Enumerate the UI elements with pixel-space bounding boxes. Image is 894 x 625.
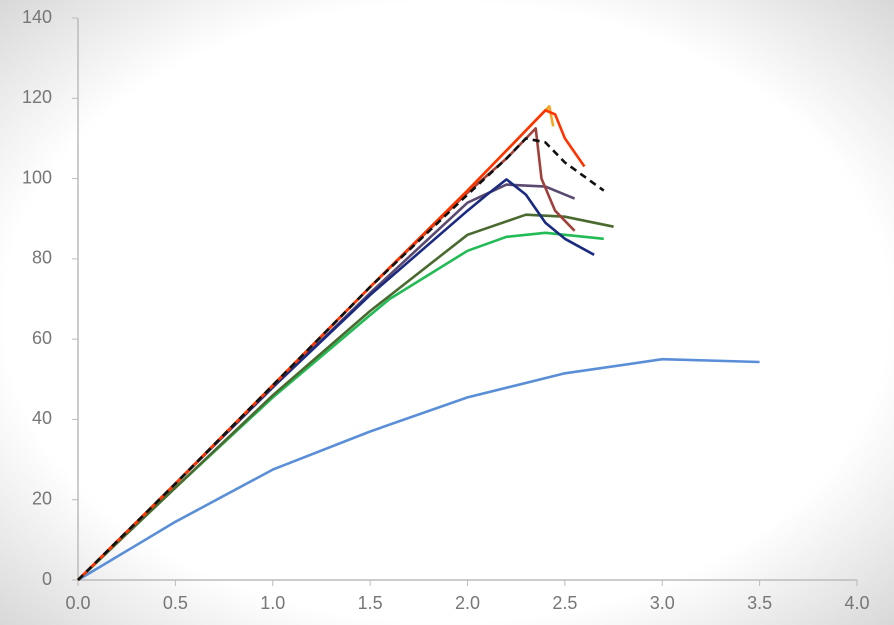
y-tick-label: 120 xyxy=(22,87,52,107)
series-line xyxy=(77,137,605,581)
x-tick-label: 1.5 xyxy=(358,593,383,613)
series-line xyxy=(77,213,614,581)
x-tick-label: 3.0 xyxy=(650,593,675,613)
x-tick-label: 4.0 xyxy=(844,593,869,613)
y-tick-label: 100 xyxy=(22,167,52,187)
y-tick-label: 0 xyxy=(42,569,52,589)
y-tick-label: 140 xyxy=(22,7,52,27)
y-tick-label: 80 xyxy=(32,248,52,268)
x-tick-label: 0.5 xyxy=(163,593,188,613)
y-tick-label: 20 xyxy=(32,488,52,508)
series-line xyxy=(77,357,760,582)
y-tick-label: 40 xyxy=(32,408,52,428)
x-tick-label: 3.5 xyxy=(747,593,772,613)
series-line xyxy=(77,231,604,581)
series-line xyxy=(77,127,576,581)
y-tick-label: 60 xyxy=(32,328,52,348)
series-line xyxy=(77,178,595,581)
x-tick-label: 2.0 xyxy=(455,593,480,613)
x-tick-label: 1.0 xyxy=(260,593,285,613)
series-line xyxy=(77,183,576,581)
x-tick-label: 2.5 xyxy=(552,593,577,613)
x-tick-label: 0.0 xyxy=(65,593,90,613)
